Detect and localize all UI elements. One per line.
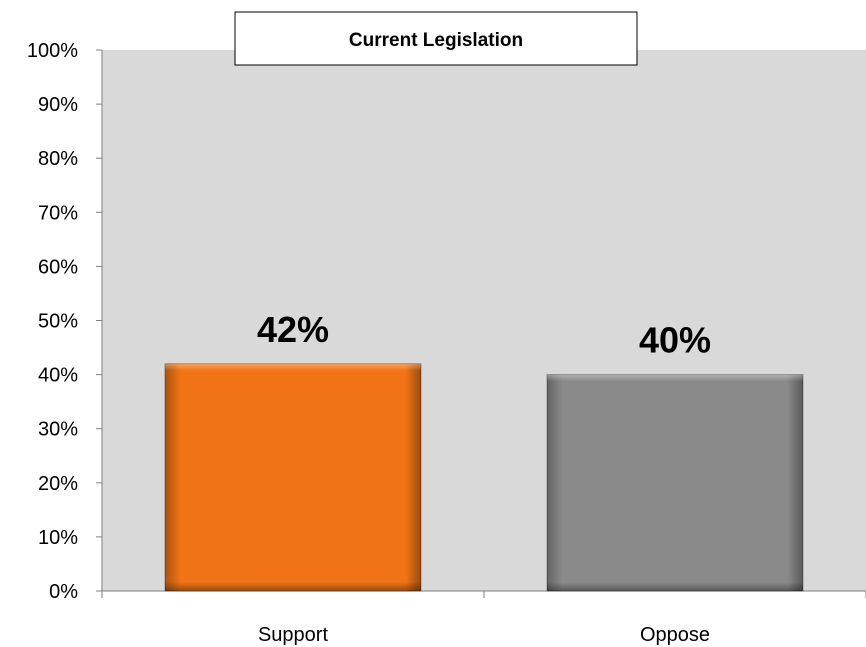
data-label-support: 42% xyxy=(257,309,329,350)
y-tick-label: 0% xyxy=(49,581,78,603)
y-tick-label: 80% xyxy=(38,148,78,170)
data-labels: 42% 40% xyxy=(257,309,711,361)
bar-bevel-v xyxy=(165,363,421,591)
y-tick-label: 40% xyxy=(38,365,78,387)
y-tick-label: 10% xyxy=(38,527,78,549)
bar-oppose xyxy=(546,374,804,592)
y-tick-label: 100% xyxy=(27,40,78,62)
y-axis: 0% 10% 20% 30% 40% 50% 60% 70% 80% 90% 100% xyxy=(27,40,103,603)
x-tick-label-support: Support xyxy=(258,624,328,646)
data-label-oppose: 40% xyxy=(639,320,711,361)
y-tick-label: 50% xyxy=(38,311,78,333)
y-tick-label: 70% xyxy=(38,202,78,224)
chart-title: Current Legislation xyxy=(349,30,523,51)
y-tick-label: 30% xyxy=(38,419,78,441)
chart-title-box: Current Legislation xyxy=(234,11,638,66)
bars xyxy=(164,363,804,592)
x-axis: Support Oppose xyxy=(101,590,866,646)
y-tick-label: 20% xyxy=(38,473,78,495)
y-tick-label: 90% xyxy=(38,94,78,116)
x-tick-label-oppose: Oppose xyxy=(640,624,710,646)
y-tick-label: 60% xyxy=(38,256,78,278)
bar-support xyxy=(164,363,422,592)
bar-bevel-v xyxy=(547,374,803,591)
